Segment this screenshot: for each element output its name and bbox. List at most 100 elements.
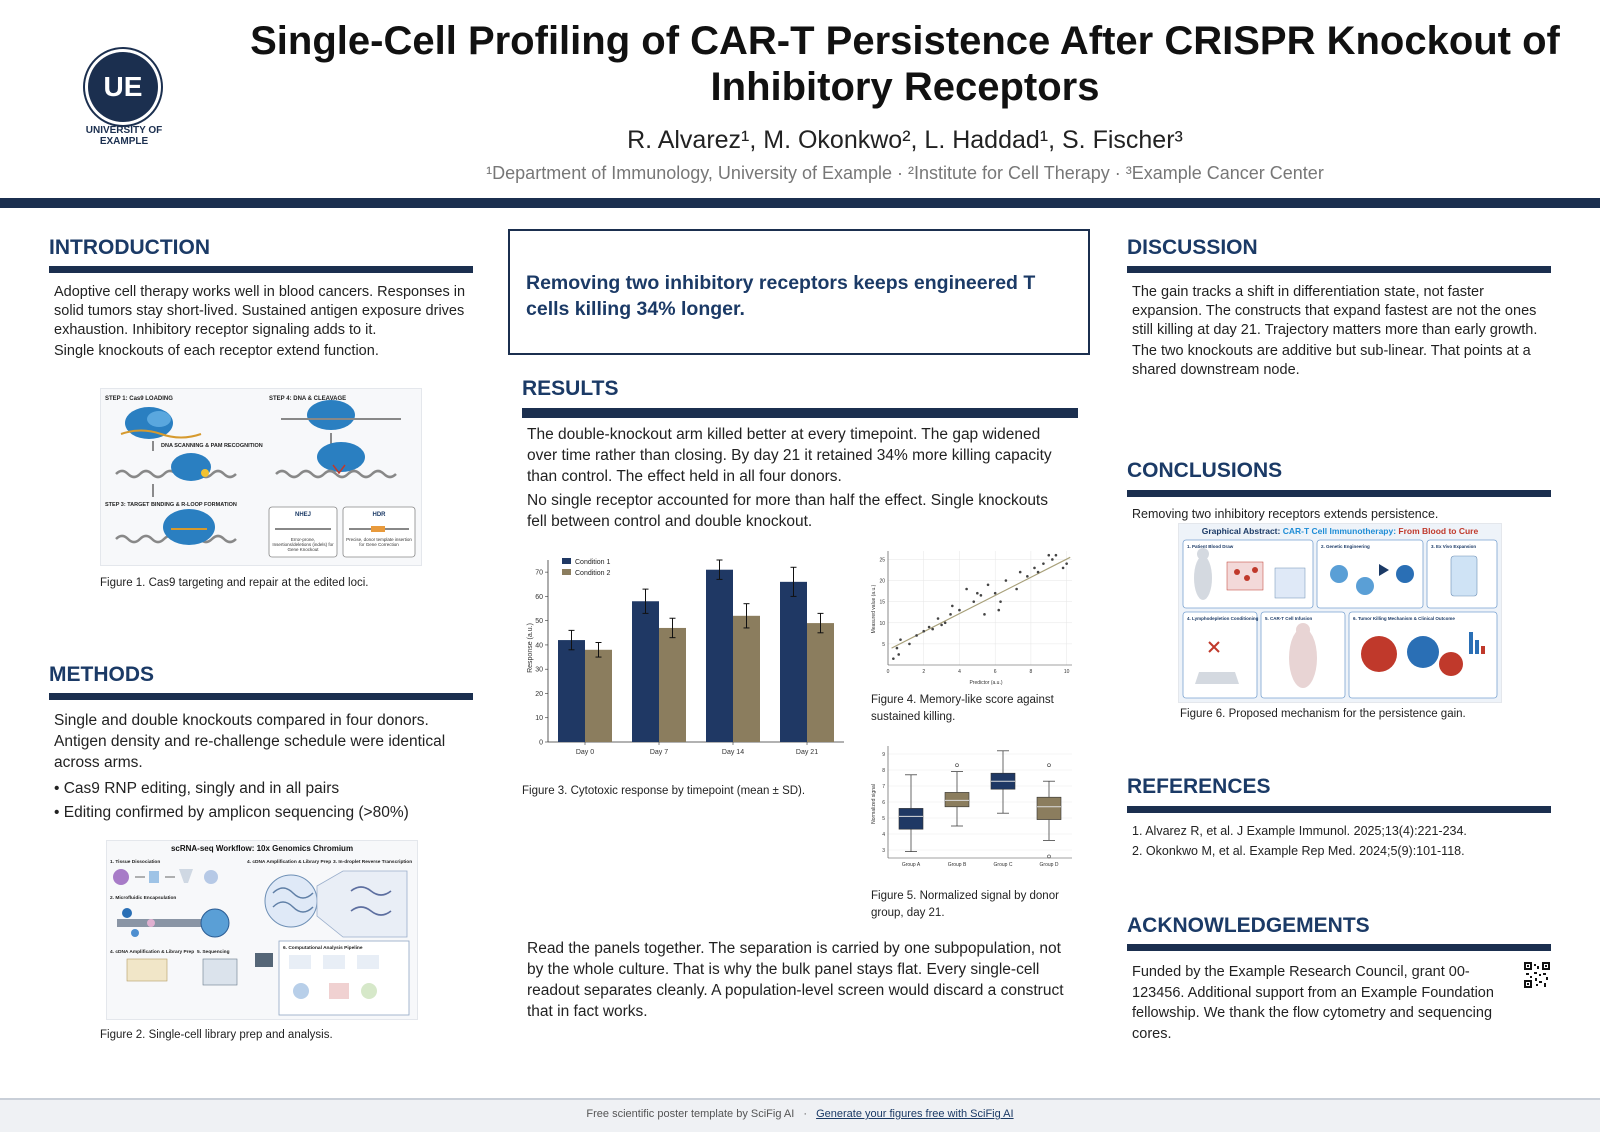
scatter-point [936, 617, 940, 620]
footer-credit: Free scientific poster template by SciFi… [586, 1108, 795, 1120]
scatter-point [999, 600, 1002, 603]
fig1-step2: DNA SCANNING & PAM RECOGNITION [161, 443, 263, 449]
scatter-x-tick-label: 0 [887, 669, 890, 675]
references-rule [1127, 806, 1551, 813]
scatter-point [1061, 566, 1065, 570]
fig1-step3: STEP 3: TARGET BINDING & R-LOOP FORMATIO… [105, 502, 237, 508]
scatter-y-tick-label: 25 [879, 557, 885, 563]
scatter-point [1051, 558, 1054, 561]
methods-heading: METHODS [49, 663, 154, 686]
scatter-point [979, 594, 983, 597]
affiliations: ¹Department of Immunology, University of… [486, 163, 1324, 183]
scatter-y-tick-label: 10 [879, 621, 885, 627]
bar-x-tick-label: Day 0 [576, 749, 594, 756]
discussion-rule [1127, 266, 1551, 273]
scatter-point [1026, 575, 1029, 578]
box-4 [1036, 796, 1062, 820]
scatter-plot-area [888, 551, 1072, 665]
fig2-s1: 1. Tissue Dissociation [110, 859, 160, 865]
scatter-point [943, 621, 947, 625]
fig6-p3: 3. Ex Vivo Expansion [1431, 544, 1476, 549]
scatter-point [897, 653, 901, 656]
discussion-text-2: The two knockouts are additive but sub-l… [1132, 343, 1531, 378]
fig2-s3: 3. In-droplet Reverse Transcription [333, 859, 412, 865]
key-finding-box [508, 229, 1090, 355]
acknowledgements-heading: ACKNOWLEDGEMENTS [1127, 914, 1370, 937]
scatter-x-tick-label: 6 [994, 669, 997, 675]
scatter-y-axis-label: Measured value (a.u.) [871, 584, 877, 633]
scatter-point [1018, 570, 1022, 574]
scatter-x-tick-label: 2 [922, 669, 925, 675]
legend-label-1: Condition 1 [575, 559, 611, 566]
references-heading: REFERENCES [1127, 775, 1271, 798]
logo-initials: UE [103, 71, 143, 102]
header-divider [0, 198, 1600, 208]
figure-5-caption: Figure 5. Normalized signal by donor gro… [871, 890, 1059, 919]
bar-y-tick-label: 40 [535, 642, 543, 649]
conclusions-heading: CONCLUSIONS [1127, 459, 1283, 482]
footer-link[interactable]: Generate your figures free with SciFig A… [816, 1108, 1014, 1120]
discussion-text: The gain tracks a shift in differentiati… [1132, 284, 1538, 338]
bar-x-tick-label: Day 14 [722, 749, 744, 756]
introduction-text-2: Single knockouts of each receptor extend… [54, 343, 379, 359]
fig1-step1: STEP 1: Cas9 LOADING [105, 396, 173, 402]
box-x-tick-label: Group C [994, 862, 1013, 868]
footer-text: Free scientific poster template by SciFi… [0, 1108, 1600, 1120]
scatter-point [972, 600, 976, 603]
scatter-fit-line [891, 556, 1071, 649]
figure-2-caption: Figure 2. Single-cell library prep and a… [100, 1029, 333, 1041]
box-x-tick-label: Group A [902, 862, 921, 868]
key-finding-text: Removing two inhibitory receptors keeps … [526, 272, 1036, 320]
bar-y-tick-label: 10 [535, 715, 543, 722]
scatter-point [1033, 566, 1036, 570]
scatter-point [892, 657, 895, 660]
scatter-point [1015, 587, 1018, 591]
scatter-point [983, 613, 986, 616]
scatter-x-tick-label: 8 [1030, 669, 1033, 675]
legend-swatch-1 [562, 558, 571, 564]
bar-y-axis-label: Response (a.u.) [527, 623, 534, 673]
box-1 [898, 808, 924, 830]
logo-name: UNIVERSITY OF EXAMPLE [85, 125, 163, 147]
box-y-tick-label: 6 [882, 800, 885, 806]
acknowledgements-rule [1127, 944, 1551, 951]
figure-6-caption: Figure 6. Proposed mechanism for the per… [1180, 708, 1466, 720]
box-outlier [1047, 854, 1051, 859]
bar-2-4 [807, 623, 834, 742]
box-x-tick-label: Group B [948, 862, 967, 868]
bar-1-2 [632, 601, 659, 742]
methods-bullet-1: • Cas9 RNP editing, singly and in all pa… [54, 780, 340, 797]
box-y-tick-label: 3 [882, 848, 885, 854]
box-y-tick-label: 5 [882, 816, 885, 822]
figure-2-scrnaseq-workflow: scRNA-seq Workflow: 10x Genomics Chromiu… [106, 840, 418, 1020]
bar-y-tick-label: 20 [535, 691, 543, 698]
scatter-x-axis-label: Predictor (a.u.) [969, 680, 1002, 686]
figure-4-scatter-plot: Measured value (a.u.) Predictor (a.u.) 0… [871, 551, 1072, 686]
methods-text: Single and double knockouts compared in … [54, 712, 446, 771]
legend-label-2: Condition 2 [575, 570, 611, 577]
qr-code-icon[interactable] [1524, 962, 1550, 988]
scatter-point [1047, 553, 1051, 557]
scatter-point [899, 638, 902, 641]
poster-title: Single-Cell Profiling of CAR-T Persisten… [250, 19, 1560, 109]
fig6-p5: 5. CAR-T Cell Infusion [1265, 616, 1313, 621]
acknowledgements-text: Funded by the Example Research Council, … [1132, 964, 1494, 1042]
fig1-step4: STEP 4: DNA & CLEAVAGE [269, 396, 346, 402]
bar-x-tick-label: Day 21 [796, 749, 818, 756]
results-text-3: Read the panels together. The separation… [527, 940, 1064, 1020]
footer-separator: · [803, 1108, 808, 1120]
scatter-x-tick-label: 10 [1064, 669, 1070, 675]
figure-6-graphical-abstract: Graphical Abstract: CAR-T Cell Immunothe… [1178, 523, 1502, 703]
fig6-p1: 1. Patient Blood Draw [1187, 544, 1234, 549]
fig2-s4b: 4. cDNA Amplification & Library Prep [110, 949, 194, 955]
scatter-point [993, 591, 997, 595]
methods-rule [49, 693, 473, 700]
box-y-tick-label: 7 [882, 784, 885, 790]
figure-3-caption: Figure 3. Cytotoxic response by timepoin… [522, 785, 806, 797]
bar-y-tick-label: 60 [535, 594, 543, 601]
scatter-point [951, 604, 954, 608]
results-heading: RESULTS [522, 377, 619, 400]
conclusions-text: Removing two inhibitory receptors extend… [1132, 507, 1439, 521]
fig6-p2: 2. Genetic Engineering [1321, 544, 1370, 549]
box-x-tick-label: Group D [1040, 862, 1059, 868]
